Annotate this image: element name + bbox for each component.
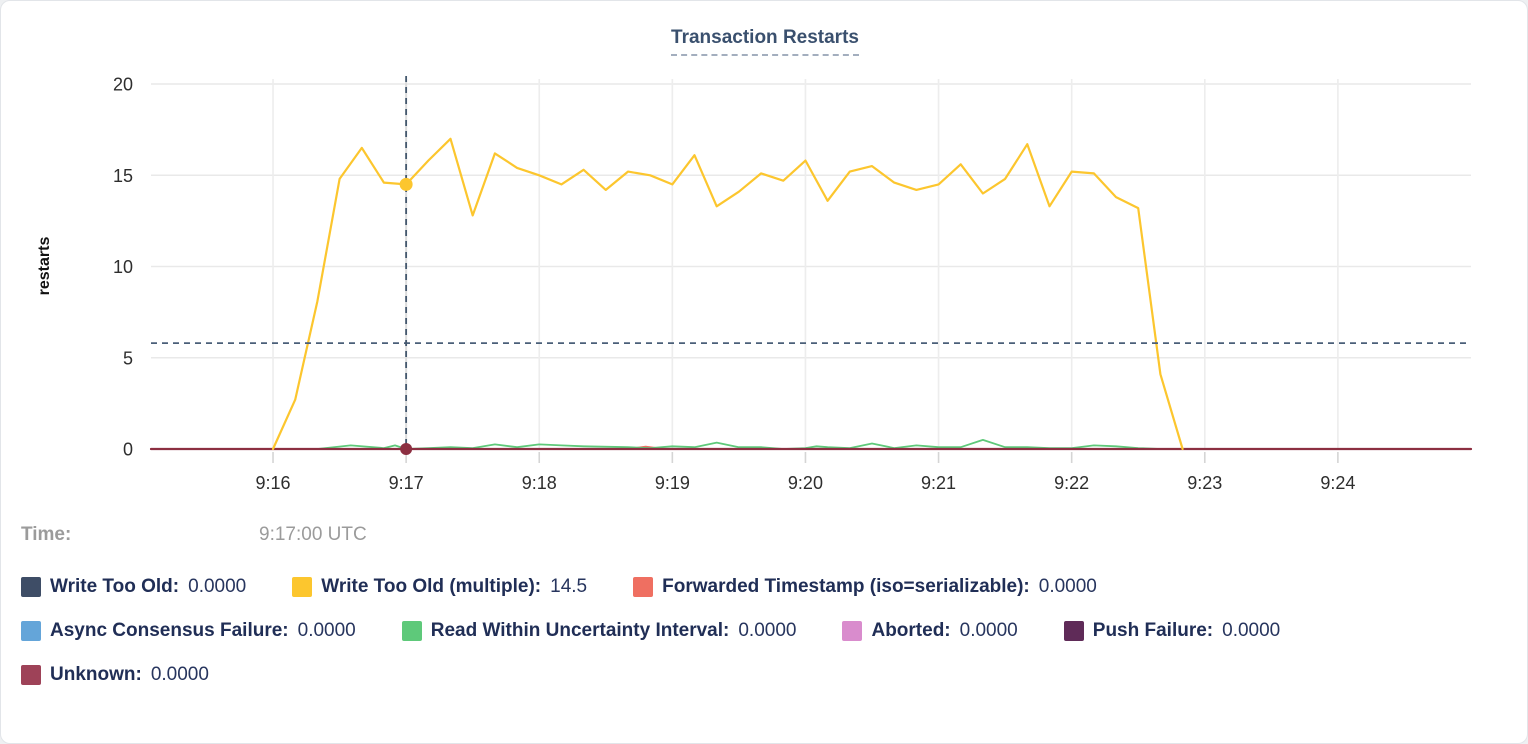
svg-text:9:22: 9:22: [1054, 473, 1089, 493]
legend-item: Write Too Old: 0.0000: [21, 576, 246, 598]
legend-item: Aborted: 0.0000: [842, 620, 1018, 642]
svg-text:9:17: 9:17: [389, 473, 424, 493]
legend-label: Write Too Old (multiple):: [321, 576, 542, 597]
legend-label: Push Failure:: [1092, 620, 1214, 641]
svg-text:10: 10: [113, 257, 133, 277]
svg-text:9:19: 9:19: [655, 473, 690, 493]
legend-value: 0.0000: [959, 620, 1018, 641]
legend-value: 0.0000: [1038, 576, 1097, 597]
legend-value: 0.0000: [150, 664, 209, 685]
legend-item: Push Failure: 0.0000: [1063, 620, 1281, 642]
legend-label: Async Consensus Failure:: [50, 620, 289, 641]
chart-title[interactable]: Transaction Restarts: [671, 27, 859, 56]
svg-text:15: 15: [113, 166, 133, 186]
legend-swatch-icon: [401, 621, 422, 641]
legend-item: Async Consensus Failure: 0.0000: [21, 620, 356, 642]
legend-row: Unknown: 0.0000: [21, 664, 1527, 686]
legend-item: Forwarded Timestamp (iso=serializable): 0…: [633, 576, 1097, 598]
line-chart-canvas[interactable]: 0 5 10 15 20 9:16 9:17 9:18 9:19 9:20 9:21 9:22 9:23…: [1, 1, 1528, 506]
transaction-restarts-chart[interactable]: Transaction Restarts 0 5 10 15 20 9:16 9:17 9:1…: [1, 1, 1528, 506]
legend-label: Unknown:: [50, 664, 142, 685]
hover-time-label: Time:: [21, 524, 72, 545]
svg-text:9:18: 9:18: [522, 473, 557, 493]
legend-swatch-icon: [21, 577, 41, 597]
legend-value: 0.0000: [297, 620, 356, 641]
legend-label: Read Within Uncertainty Interval:: [430, 620, 730, 641]
chart-title-wrap: Transaction Restarts: [1, 27, 1527, 56]
legend-item: Read Within Uncertainty Interval: 0.0000: [401, 620, 797, 642]
legend: Write Too Old: 0.0000 Write Too Old (multi…: [1, 576, 1527, 686]
legend-swatch-icon: [21, 665, 41, 685]
legend-swatch-icon: [21, 621, 41, 641]
svg-text:9:24: 9:24: [1320, 473, 1355, 493]
legend-value: 0.0000: [188, 576, 247, 597]
svg-text:5: 5: [123, 348, 133, 368]
y-axis-label: restarts: [36, 237, 53, 296]
legend-value: 0.0000: [738, 620, 797, 641]
svg-text:9:23: 9:23: [1187, 473, 1222, 493]
legend-row: Write Too Old: 0.0000 Write Too Old (multi…: [21, 576, 1527, 598]
legend-label: Write Too Old:: [50, 576, 180, 597]
legend-swatch-icon: [292, 577, 313, 597]
legend-item: Write Too Old (multiple): 14.5: [292, 576, 587, 598]
legend-swatch-icon: [633, 577, 654, 597]
legend-swatch-icon: [842, 621, 863, 641]
legend-item: Unknown: 0.0000: [21, 664, 209, 686]
legend-swatch-icon: [1063, 621, 1084, 641]
svg-text:9:20: 9:20: [788, 473, 823, 493]
legend-row: Async Consensus Failure: 0.0000 Read Withi…: [21, 620, 1527, 642]
svg-text:0: 0: [123, 440, 133, 460]
svg-text:9:16: 9:16: [255, 473, 290, 493]
svg-text:9:21: 9:21: [921, 473, 956, 493]
hover-time-row: Time: 9:17:00 UTC: [1, 524, 1527, 550]
legend-value: 0.0000: [1222, 620, 1281, 641]
legend-label: Aborted:: [871, 620, 951, 641]
svg-text:20: 20: [113, 75, 133, 95]
hover-time-value: 9:17:00 UTC: [259, 524, 367, 545]
legend-label: Forwarded Timestamp (iso=serializable):: [662, 576, 1030, 597]
legend-value: 14.5: [550, 576, 588, 597]
